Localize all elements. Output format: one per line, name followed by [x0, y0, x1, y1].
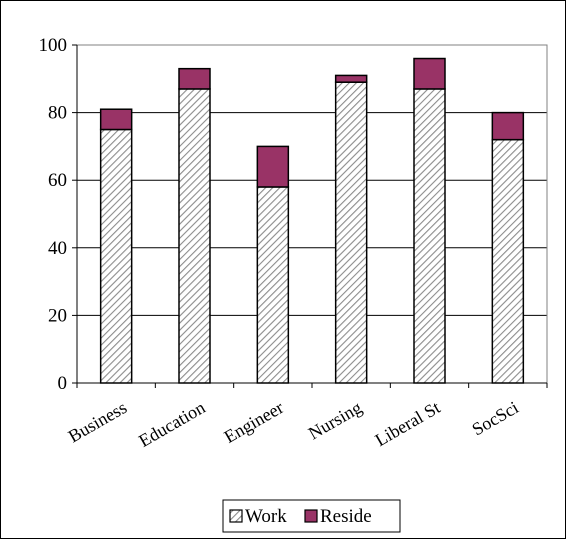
bar-reside-liberal-st — [413, 57, 446, 90]
y-tick-label: 20 — [48, 305, 67, 326]
bar-reside-engineer — [256, 145, 290, 188]
bar-reside-business — [99, 108, 133, 131]
bar-reside-education — [178, 67, 211, 90]
bar-work-engineer — [256, 186, 290, 384]
legend-label-work: Work — [245, 506, 287, 527]
bar-reside-nursing — [334, 74, 368, 83]
bar-work-liberal-st — [413, 88, 446, 384]
legend-swatch-reside — [304, 509, 318, 523]
bar-work-education — [178, 88, 211, 384]
y-tick-label: 0 — [58, 373, 68, 394]
y-tick-label: 60 — [48, 170, 67, 191]
y-tick-label: 80 — [48, 103, 67, 124]
axes — [72, 44, 548, 388]
bar-work-nursing — [334, 81, 368, 384]
legend-label-reside: Reside — [320, 506, 372, 527]
y-tick-labels: 0 20 40 60 80 100 — [39, 35, 68, 394]
bars — [99, 57, 525, 384]
legend: Work Reside — [222, 499, 401, 533]
legend-swatch-work — [229, 509, 243, 523]
y-tick-label: 100 — [39, 35, 68, 56]
bar-work-socsci — [491, 138, 525, 384]
y-tick-label: 40 — [48, 238, 67, 259]
bar-reside-socsci — [491, 111, 525, 141]
bar-work-business — [99, 128, 133, 384]
